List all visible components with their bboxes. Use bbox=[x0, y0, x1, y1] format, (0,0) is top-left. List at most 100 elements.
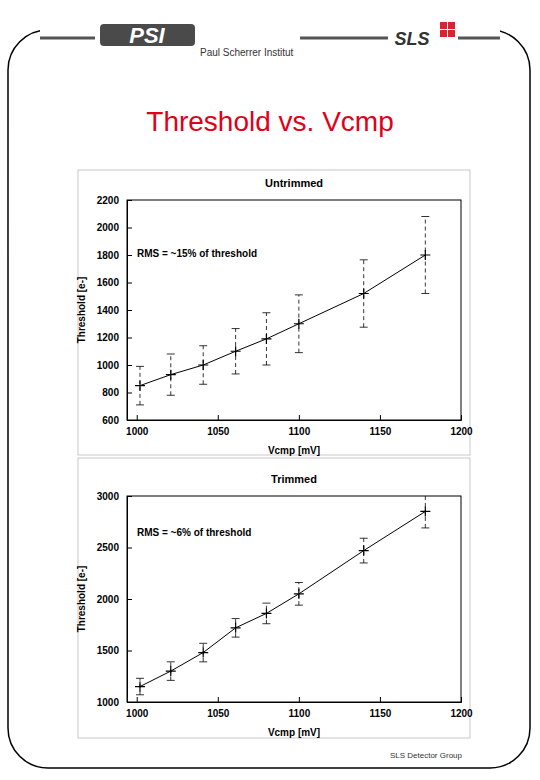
data-line bbox=[140, 255, 425, 386]
data-point bbox=[261, 334, 271, 344]
error-bar-cap bbox=[232, 373, 240, 374]
tick-mark bbox=[127, 393, 132, 394]
data-point bbox=[294, 319, 304, 329]
tick-mark bbox=[127, 496, 132, 497]
error-bar bbox=[421, 217, 429, 294]
tick-label: 1000 bbox=[126, 708, 149, 719]
logo-right: SLS bbox=[394, 29, 429, 49]
annotation: RMS = ~15% of threshold bbox=[137, 248, 257, 259]
error-bar-cap bbox=[167, 354, 175, 355]
error-bar-cap bbox=[262, 365, 270, 366]
error-bar bbox=[360, 538, 368, 563]
tick-label: 2000 bbox=[97, 594, 120, 605]
y-axis-title: Threshold [e-] bbox=[76, 566, 87, 633]
error-bar bbox=[199, 346, 207, 385]
tick-label: 1000 bbox=[126, 426, 149, 437]
error-bar-cap bbox=[136, 694, 144, 695]
logo-right-square bbox=[448, 30, 455, 37]
tick-label: 1000 bbox=[97, 697, 120, 708]
tick-label: 2000 bbox=[97, 222, 120, 233]
logo-right-square bbox=[440, 22, 447, 29]
data-point bbox=[359, 289, 369, 299]
x-axis: 10001050110011501200 bbox=[126, 697, 473, 719]
error-bar-cap bbox=[262, 623, 270, 624]
plot-frame bbox=[127, 200, 461, 420]
error-bar-cap bbox=[136, 404, 144, 405]
error-bar-cap bbox=[167, 395, 175, 396]
tick-label: 2500 bbox=[97, 542, 120, 553]
tick: 1000 bbox=[97, 697, 132, 708]
plot-marks bbox=[135, 496, 430, 695]
tick-mark bbox=[299, 415, 300, 420]
tick: 1500 bbox=[97, 645, 132, 656]
tick-label: 1150 bbox=[370, 708, 392, 719]
tick-mark bbox=[218, 697, 219, 702]
error-bar-cap bbox=[167, 680, 175, 681]
error-bar-cap bbox=[360, 538, 368, 539]
error-bar-cap bbox=[295, 352, 303, 353]
tick: 1000 bbox=[97, 360, 132, 371]
error-bar-cap bbox=[232, 328, 240, 329]
chart: Untrimmed1000105011001150120060080010001… bbox=[76, 170, 473, 456]
chart: Trimmed100010501100115012001000150020002… bbox=[76, 458, 473, 738]
institute: Paul Scherrer Institut bbox=[200, 47, 294, 58]
tick: 1100 bbox=[289, 697, 311, 719]
error-bar bbox=[199, 643, 207, 662]
error-bar bbox=[232, 329, 240, 374]
error-bar bbox=[136, 678, 144, 694]
error-bar-cap bbox=[360, 259, 368, 260]
tick-label: 1600 bbox=[97, 277, 120, 288]
tick: 1200 bbox=[450, 415, 473, 437]
error-bar bbox=[262, 313, 270, 365]
tick-label: 2200 bbox=[97, 195, 120, 206]
slide: PSIPaul Scherrer InstitutSLSThreshold vs… bbox=[0, 0, 540, 780]
slide-frame bbox=[8, 30, 530, 768]
chart-title: Trimmed bbox=[271, 473, 317, 485]
tick-mark bbox=[127, 420, 132, 421]
error-bar-cap bbox=[167, 661, 175, 662]
error-bar-cap bbox=[199, 643, 207, 644]
error-bar-cap bbox=[421, 216, 429, 217]
tick-label: 1050 bbox=[207, 426, 230, 437]
tick: 1150 bbox=[370, 697, 392, 719]
tick-mark bbox=[127, 599, 132, 600]
error-bar-cap bbox=[136, 366, 144, 367]
error-bar bbox=[232, 619, 240, 638]
tick-label: 1200 bbox=[450, 426, 473, 437]
tick: 2000 bbox=[97, 222, 132, 233]
plot-frame bbox=[127, 496, 461, 702]
tick: 2000 bbox=[97, 594, 132, 605]
tick: 1050 bbox=[207, 415, 230, 437]
header-rule bbox=[300, 37, 388, 40]
error-bar-cap bbox=[262, 603, 270, 604]
tick-label: 1000 bbox=[97, 360, 120, 371]
tick-mark bbox=[218, 415, 219, 420]
tick: 2500 bbox=[97, 542, 132, 553]
data-point bbox=[359, 546, 369, 556]
error-bar-cap bbox=[199, 661, 207, 662]
tick-label: 1400 bbox=[97, 305, 120, 316]
tick: 1200 bbox=[450, 697, 473, 719]
y-axis: 6008001000120014001600180020002200 bbox=[97, 195, 132, 426]
tick: 1800 bbox=[97, 250, 132, 261]
tick: 1000 bbox=[126, 697, 149, 719]
tick-mark bbox=[461, 415, 462, 420]
tick: 600 bbox=[102, 415, 132, 426]
data-point bbox=[231, 346, 241, 356]
tick: 1150 bbox=[370, 415, 392, 437]
logo-right-square bbox=[440, 30, 447, 37]
logo-right-square bbox=[448, 22, 455, 29]
x-axis-title: Vcmp [mV] bbox=[268, 727, 320, 738]
plot-marks bbox=[135, 217, 430, 405]
tick-mark bbox=[127, 200, 132, 201]
annotation: RMS = ~6% of threshold bbox=[137, 527, 251, 538]
error-bar bbox=[136, 366, 144, 405]
data-point bbox=[198, 360, 208, 370]
tick-mark bbox=[127, 228, 132, 229]
error-bar-cap bbox=[295, 294, 303, 295]
error-bar-cap bbox=[360, 327, 368, 328]
tick: 1100 bbox=[289, 415, 311, 437]
data-point bbox=[166, 666, 176, 676]
chart-box bbox=[78, 170, 470, 455]
tick-mark bbox=[380, 415, 381, 420]
